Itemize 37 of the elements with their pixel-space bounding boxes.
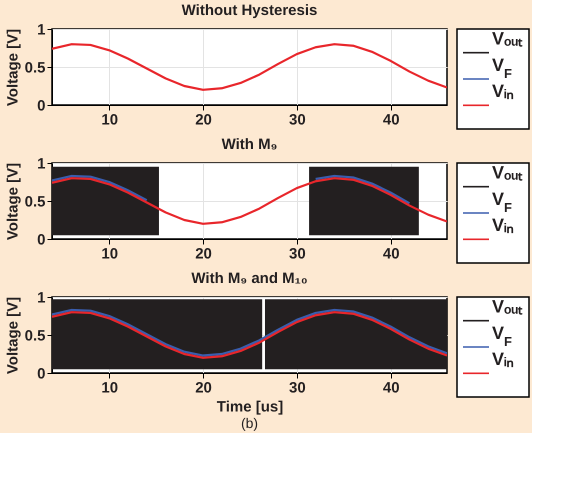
x-tick-label: 20 [195, 246, 212, 262]
y-axis-title: Voltage [V] [4, 296, 22, 374]
x-tick-label: 30 [289, 112, 306, 128]
x-tick-label: 10 [101, 380, 118, 396]
y-axis-title: Voltage [V] [4, 162, 22, 240]
y-tick-label: 0.5 [24, 194, 46, 210]
x-tick-label: 10 [101, 246, 118, 262]
y-tick-label: 0 [37, 366, 46, 382]
y-tick-label: 0 [37, 98, 46, 114]
x-tick-label: 20 [195, 112, 212, 128]
legend-label: Vₒᵤₜ [492, 28, 524, 49]
x-tick-label: 40 [382, 112, 400, 128]
x-tick-label: 20 [195, 380, 212, 396]
x-tick-label: 30 [289, 380, 306, 396]
y-tick-label: 1 [37, 156, 46, 172]
text: (b) [240, 415, 258, 431]
chart-title: With M₉ [222, 136, 278, 153]
y-tick-label: 1 [37, 22, 46, 38]
line-series [52, 177, 447, 225]
x-tick-label: 30 [289, 246, 306, 262]
legend-label: Vₒᵤₜ [492, 162, 524, 183]
y-tick-label: 0.5 [24, 328, 46, 344]
x-axis-title: Time [us] [216, 398, 284, 416]
text: Vᵢₙ [492, 215, 514, 236]
y-tick-label: 0 [37, 232, 46, 248]
line-series [52, 43, 447, 91]
y-tick-label: 0.5 [24, 60, 46, 76]
y-axis-title: Voltage [V] [4, 28, 22, 106]
x-tick-label: 40 [382, 246, 400, 262]
legend-label: Vₒᵤₜ [492, 296, 524, 317]
x-tick-label: 10 [101, 112, 118, 128]
text: Vᵢₙ [492, 81, 514, 102]
x-tick-label: 40 [382, 380, 400, 396]
y-tick-label: 1 [37, 290, 46, 306]
chart-title: With M₉ and M₁₀ [191, 270, 308, 287]
text: Vᵢₙ [492, 349, 514, 370]
chart-title: Without Hysteresis [182, 2, 318, 19]
